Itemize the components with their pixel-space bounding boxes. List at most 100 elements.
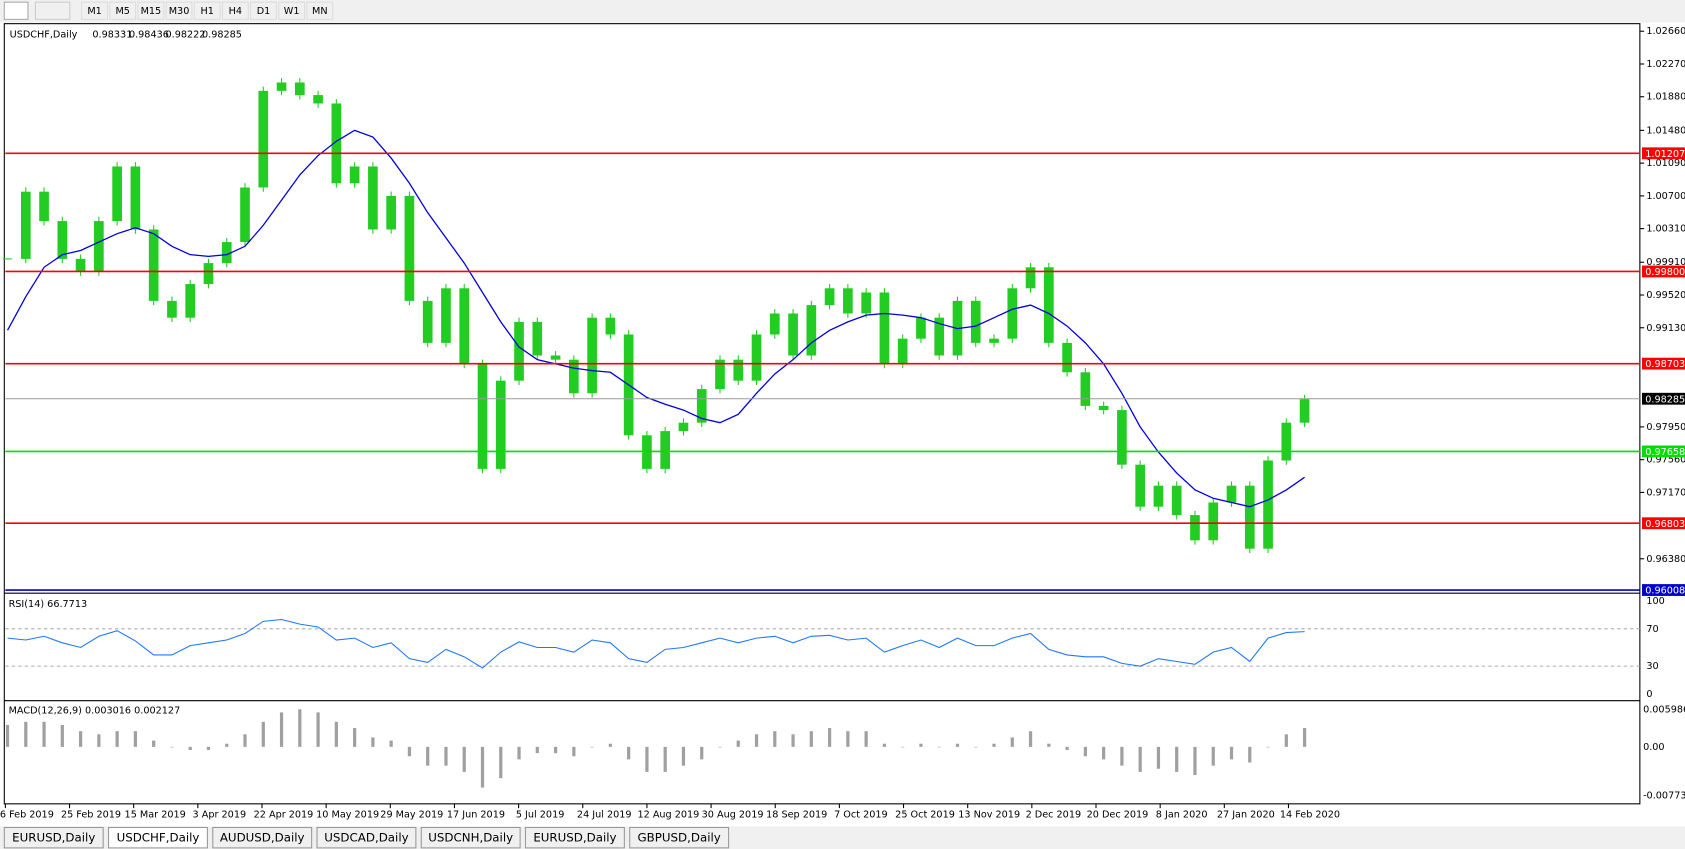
macd-bar bbox=[627, 746, 631, 760]
macd-bar bbox=[919, 743, 923, 747]
timeframe-label[interactable]: H1 bbox=[200, 6, 213, 17]
timeframe-label[interactable]: D1 bbox=[257, 6, 271, 17]
macd-bar bbox=[754, 734, 759, 747]
price-level-label: 0.99800 bbox=[1645, 267, 1685, 278]
timeframe-button[interactable] bbox=[221, 1, 249, 20]
macd-bar bbox=[1047, 743, 1051, 747]
y-tick-label: 0.97950 bbox=[1646, 422, 1685, 433]
macd-bar bbox=[645, 746, 649, 772]
candle bbox=[258, 90, 269, 188]
candle bbox=[1190, 515, 1200, 541]
macd-bar bbox=[1175, 746, 1179, 772]
x-tick-label: 12 Aug 2019 bbox=[637, 810, 699, 821]
candle bbox=[1299, 399, 1310, 423]
timeframe-button[interactable] bbox=[137, 1, 165, 20]
macd-bar bbox=[5, 724, 10, 747]
macd-bar bbox=[1302, 728, 1307, 747]
candle bbox=[349, 166, 360, 184]
timeframe-button[interactable] bbox=[193, 1, 221, 20]
tab-label[interactable]: GBPUSD,Daily bbox=[638, 831, 721, 845]
tab[interactable] bbox=[3, 826, 104, 849]
macd-bar bbox=[827, 728, 832, 747]
toolbar-icon[interactable] bbox=[3, 1, 29, 20]
macd-bar bbox=[444, 746, 448, 766]
timeframe-button[interactable] bbox=[250, 1, 277, 20]
candle bbox=[806, 305, 817, 356]
tab-label[interactable]: USDCHF,Daily bbox=[117, 831, 200, 845]
candle bbox=[368, 166, 378, 230]
candle bbox=[1263, 460, 1273, 549]
candle bbox=[1062, 342, 1072, 373]
y-tick-label: -0.007737 bbox=[1643, 790, 1685, 801]
y-tick-label: 1.02270 bbox=[1646, 59, 1685, 70]
timeframe-label[interactable]: W1 bbox=[284, 6, 300, 17]
candle bbox=[221, 242, 232, 264]
toolbar-icon[interactable] bbox=[34, 1, 71, 20]
tab[interactable] bbox=[524, 826, 625, 849]
timeframe-label[interactable]: M5 bbox=[115, 6, 129, 17]
chart-title: USDCHF,Daily bbox=[10, 29, 78, 40]
candle bbox=[1135, 464, 1146, 507]
x-tick-label: 5 Jul 2019 bbox=[516, 810, 565, 821]
candle bbox=[240, 187, 250, 243]
x-tick-label: 3 Apr 2019 bbox=[193, 810, 247, 821]
candle bbox=[404, 195, 415, 301]
candle bbox=[605, 317, 616, 335]
macd-bar bbox=[78, 731, 83, 747]
price-level-box bbox=[1642, 147, 1685, 160]
y-tick-label: 1.01480 bbox=[1646, 125, 1685, 136]
macd-bar bbox=[572, 746, 576, 757]
macd-bar bbox=[298, 709, 302, 747]
candle bbox=[167, 300, 177, 318]
candle bbox=[660, 431, 671, 469]
candle bbox=[1007, 288, 1018, 339]
macd-bar bbox=[663, 746, 667, 772]
candle bbox=[1080, 372, 1091, 406]
timeframe-button[interactable] bbox=[165, 1, 193, 20]
tab-label[interactable]: EURUSD,Daily bbox=[533, 831, 616, 845]
candle bbox=[1025, 267, 1036, 289]
macd-bar bbox=[809, 731, 813, 747]
timeframe-button[interactable] bbox=[306, 1, 334, 20]
timeframe-button[interactable] bbox=[81, 1, 108, 20]
macd-bar bbox=[371, 737, 375, 747]
timeframe-button[interactable] bbox=[109, 1, 137, 20]
timeframe-button[interactable] bbox=[278, 1, 306, 20]
macd-bar bbox=[1065, 746, 1069, 750]
macd-bar bbox=[700, 746, 704, 760]
tab-label[interactable]: USDCAD,Daily bbox=[324, 831, 408, 845]
candle bbox=[970, 300, 981, 343]
candle bbox=[112, 166, 122, 222]
candle bbox=[130, 166, 141, 230]
candle bbox=[331, 103, 342, 184]
timeframe-label[interactable]: M15 bbox=[141, 6, 162, 17]
x-tick-label: 7 Oct 2019 bbox=[834, 810, 888, 821]
candle bbox=[1171, 485, 1182, 516]
candle bbox=[678, 422, 689, 432]
tab[interactable] bbox=[316, 826, 417, 849]
tab[interactable] bbox=[629, 826, 730, 849]
macd-bar bbox=[590, 746, 594, 748]
timeframe-label[interactable]: M1 bbox=[87, 6, 101, 17]
candle bbox=[203, 263, 214, 285]
macd-bar bbox=[1284, 734, 1288, 747]
tab[interactable] bbox=[420, 826, 521, 849]
x-tick-label: 25 Feb 2019 bbox=[61, 810, 121, 821]
macd-bar bbox=[24, 721, 28, 747]
x-tick-label: 29 May 2019 bbox=[380, 810, 443, 821]
macd-bar bbox=[499, 746, 503, 779]
y-tick-label: 100 bbox=[1646, 596, 1664, 607]
tab-label[interactable]: AUDUSD,Daily bbox=[220, 831, 305, 845]
timeframe-label[interactable]: MN bbox=[312, 6, 328, 17]
tab[interactable] bbox=[107, 826, 208, 849]
tab[interactable] bbox=[212, 826, 313, 849]
tab-label[interactable]: USDCNH,Daily bbox=[428, 831, 513, 845]
candle bbox=[148, 229, 159, 301]
x-tick-label: 2 Dec 2019 bbox=[1026, 810, 1082, 821]
timeframe-label[interactable]: H4 bbox=[229, 6, 242, 17]
tab-label[interactable]: EURUSD,Daily bbox=[12, 831, 95, 845]
macd-bar bbox=[1229, 746, 1234, 760]
timeframe-label[interactable]: M30 bbox=[169, 6, 190, 17]
macd-bar bbox=[480, 746, 485, 788]
